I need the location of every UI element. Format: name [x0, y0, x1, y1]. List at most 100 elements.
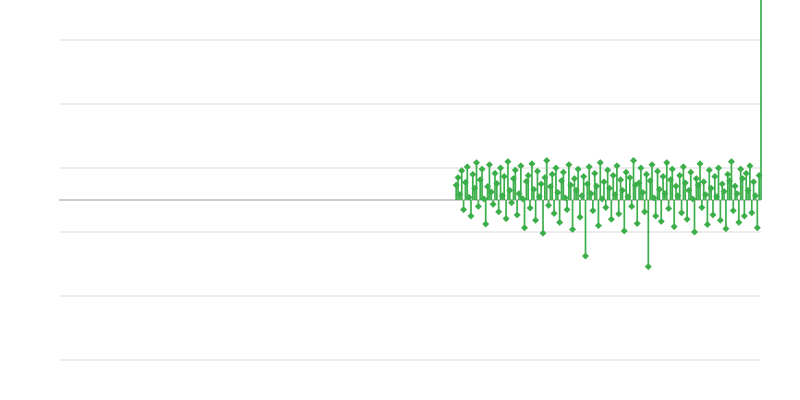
- stem-marker: [681, 179, 689, 187]
- stem-marker: [683, 215, 691, 223]
- stem-marker: [648, 161, 656, 169]
- stem-marker: [491, 169, 499, 177]
- stem-marker: [489, 200, 497, 208]
- stem-marker: [652, 212, 660, 220]
- stem-marker: [576, 213, 584, 221]
- stem-marker: [746, 162, 754, 170]
- stem-marker: [506, 186, 514, 194]
- stem-marker: [740, 212, 748, 220]
- stem-marker: [458, 167, 466, 175]
- stem-marker: [729, 207, 737, 215]
- stem-marker: [735, 218, 743, 226]
- stem-marker: [711, 173, 719, 181]
- stem-marker: [539, 229, 547, 237]
- stem-marker: [668, 165, 676, 173]
- stem-marker: [613, 162, 621, 170]
- stem-marker: [493, 179, 501, 187]
- stem-marker: [663, 159, 671, 167]
- stem-marker: [739, 175, 747, 183]
- stem-marker: [665, 205, 673, 213]
- stem-marker: [563, 206, 571, 214]
- stem-marker: [742, 169, 750, 177]
- stem-marker: [687, 168, 695, 176]
- stem-marker: [565, 161, 573, 169]
- stem-marker: [460, 206, 468, 214]
- stem-marker: [622, 168, 630, 176]
- stem-marker: [654, 167, 662, 175]
- stem-marker: [454, 174, 462, 182]
- stem-marker: [620, 227, 628, 235]
- stem-marker: [676, 171, 684, 179]
- stem-marker: [615, 210, 623, 218]
- stem-marker: [545, 201, 553, 209]
- stem-marker: [465, 193, 473, 201]
- stem-marker: [644, 263, 652, 271]
- stem-marker: [587, 190, 595, 198]
- stem-marker: [707, 184, 715, 192]
- stem-marker: [502, 215, 510, 223]
- stem-marker: [517, 162, 525, 170]
- stem-marker: [700, 178, 708, 186]
- stem-marker: [670, 223, 678, 231]
- stem-marker: [504, 158, 512, 166]
- stem-marker: [692, 175, 700, 183]
- stem-marker: [609, 171, 617, 179]
- stem-marker: [628, 202, 636, 210]
- stem-marker: [474, 202, 482, 210]
- stem-marker: [497, 164, 505, 172]
- stem-marker: [596, 159, 604, 167]
- stem-marker: [630, 157, 638, 165]
- stem-marker: [500, 173, 508, 181]
- stem-marker: [720, 187, 728, 195]
- stem-marker: [602, 203, 610, 211]
- stem-marker: [639, 189, 647, 197]
- stem-marker: [548, 170, 556, 178]
- stem-marker: [594, 222, 602, 230]
- stem-marker: [724, 170, 732, 178]
- stem-marker: [633, 219, 641, 227]
- stem-marker: [678, 209, 686, 217]
- stem-marker: [618, 186, 626, 194]
- stem-marker: [467, 212, 475, 220]
- stem-marker: [574, 165, 582, 173]
- gridlines-group: [59, 39, 761, 361]
- stem-marker: [559, 168, 567, 176]
- stem-marker: [600, 178, 608, 186]
- stem-marker: [703, 221, 711, 229]
- stem-marker: [705, 166, 713, 174]
- stem-marker: [521, 224, 529, 232]
- stem-marker: [655, 185, 663, 193]
- stem-marker: [585, 163, 593, 171]
- stem-marker: [524, 171, 532, 179]
- stem-marker: [731, 182, 739, 190]
- stem-marker: [650, 194, 658, 202]
- stem-marker: [718, 180, 726, 188]
- stem-marker: [513, 211, 521, 219]
- stem-marker: [533, 167, 541, 175]
- stem-marker: [642, 170, 650, 178]
- stem-marker: [702, 191, 710, 199]
- stem-marker: [672, 182, 680, 190]
- stem-marker: [637, 164, 645, 172]
- stem-marker: [561, 194, 569, 202]
- stem-marker: [690, 228, 698, 236]
- stem-marker: [478, 165, 486, 173]
- stem-marker: [469, 170, 477, 178]
- stem-marker: [753, 224, 761, 232]
- stem-marker: [580, 173, 588, 181]
- stem-marker: [528, 160, 536, 168]
- stem-marker: [715, 164, 723, 172]
- stem-series-group: [452, 0, 763, 271]
- stem-marker: [737, 165, 745, 173]
- stem-marker: [593, 182, 601, 190]
- stem-marker: [589, 207, 597, 215]
- stem-marker: [750, 178, 758, 186]
- stem-marker: [552, 164, 560, 172]
- stem-marker: [626, 174, 634, 182]
- stem-marker: [722, 225, 730, 233]
- stem-marker: [617, 176, 625, 184]
- stem-marker: [641, 208, 649, 216]
- stem-marker: [716, 216, 724, 224]
